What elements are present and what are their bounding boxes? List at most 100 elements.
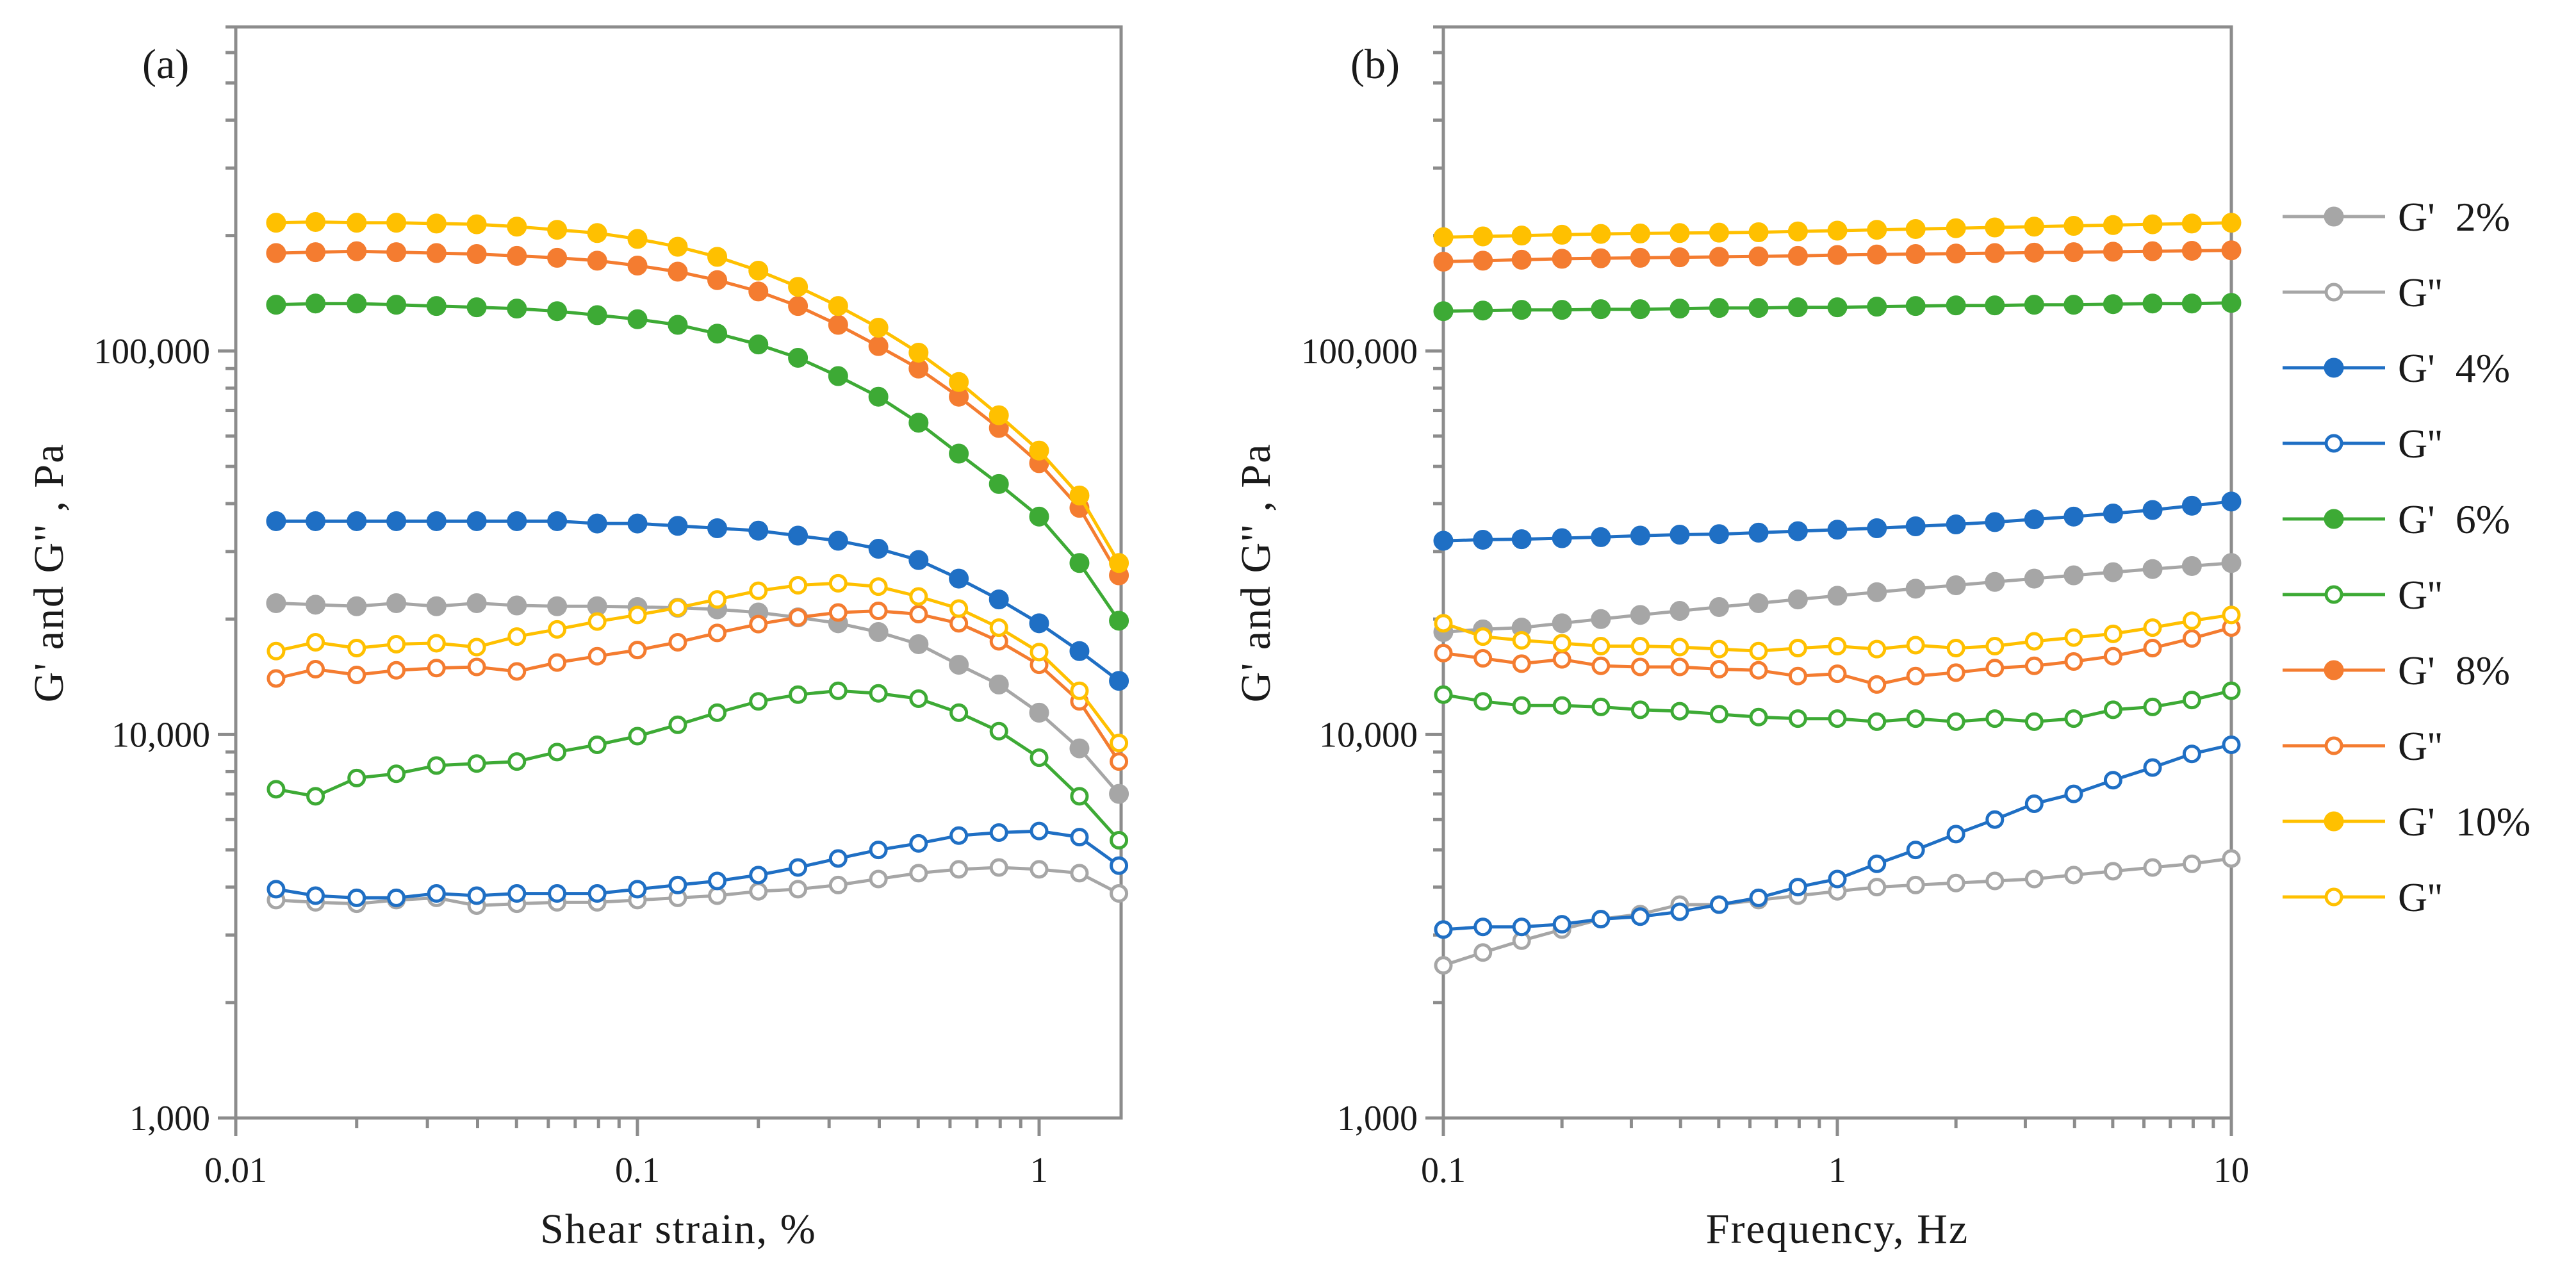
panel-a-x-tick-label: 0.01 bbox=[204, 1151, 267, 1190]
data-point bbox=[1867, 244, 1887, 265]
data-point bbox=[547, 301, 568, 322]
data-point bbox=[1433, 227, 1454, 247]
data-point bbox=[547, 220, 568, 240]
data-point bbox=[1985, 636, 2005, 655]
data-point bbox=[466, 297, 487, 318]
data-point bbox=[1110, 734, 1129, 753]
data-point bbox=[1669, 601, 1690, 621]
legend-entry-2-g-4pct: G' 4% bbox=[2283, 345, 2510, 391]
data-point bbox=[668, 261, 688, 282]
data-point bbox=[989, 405, 1009, 425]
data-point bbox=[788, 525, 808, 546]
data-point bbox=[909, 834, 928, 853]
data-point bbox=[2064, 628, 2083, 647]
data-point bbox=[547, 247, 568, 268]
data-point bbox=[708, 590, 727, 609]
data-point bbox=[347, 293, 367, 314]
data-point bbox=[2064, 652, 2083, 671]
data-point bbox=[989, 674, 1009, 694]
panel-a-y-axis-title: G' and G'' , Pa bbox=[26, 443, 72, 703]
legend-marker bbox=[2324, 736, 2343, 755]
data-point bbox=[1709, 660, 1728, 679]
data-point bbox=[347, 596, 367, 616]
data-point bbox=[467, 637, 486, 657]
legend-marker bbox=[2324, 434, 2343, 453]
legend-label: G'' bbox=[2398, 875, 2442, 920]
data-point bbox=[267, 780, 286, 799]
data-point bbox=[1630, 605, 1650, 625]
data-point bbox=[1749, 641, 1768, 661]
data-point bbox=[2024, 568, 2044, 589]
data-point bbox=[1788, 878, 1807, 897]
panel-a-x-tick-label: 1 bbox=[1030, 1151, 1048, 1190]
data-point bbox=[2103, 562, 2123, 582]
data-point bbox=[909, 605, 928, 624]
data-point bbox=[1669, 223, 1690, 243]
data-point bbox=[1906, 875, 1925, 894]
data-point bbox=[1670, 637, 1689, 657]
data-point bbox=[828, 573, 848, 593]
data-point bbox=[306, 660, 325, 679]
data-point bbox=[267, 669, 286, 688]
legend-marker bbox=[2324, 811, 2344, 832]
data-point bbox=[1511, 249, 1532, 270]
data-point bbox=[426, 243, 447, 263]
data-point bbox=[1985, 871, 2005, 891]
data-point bbox=[2103, 242, 2123, 262]
data-point bbox=[306, 242, 326, 263]
data-point bbox=[1434, 614, 1453, 633]
panel-b-x-axis: 0.1 1 10 bbox=[1421, 1118, 2249, 1190]
data-point bbox=[266, 213, 286, 233]
panel-b-x-axis-title: Frequency, Hz bbox=[1706, 1206, 1969, 1253]
data-point bbox=[1748, 298, 1769, 318]
data-point bbox=[949, 599, 969, 618]
data-point bbox=[267, 641, 286, 661]
data-point bbox=[1029, 613, 1049, 634]
data-point bbox=[2024, 712, 2044, 731]
data-point bbox=[949, 655, 969, 675]
data-point bbox=[1110, 856, 1129, 875]
legend-marker bbox=[2324, 283, 2343, 302]
data-point bbox=[1512, 630, 1531, 650]
data-point bbox=[1905, 218, 1926, 239]
data-point bbox=[1828, 869, 1847, 889]
data-point bbox=[587, 223, 607, 243]
data-point bbox=[426, 511, 447, 531]
data-point bbox=[2064, 709, 2083, 728]
data-point bbox=[1827, 586, 1848, 606]
data-point bbox=[2143, 758, 2162, 777]
data-point bbox=[1630, 223, 1650, 243]
legend-entry-4-g-6pct: G' 6% bbox=[2283, 497, 2510, 542]
data-point bbox=[1985, 217, 2005, 238]
data-point bbox=[1552, 696, 1571, 715]
legend-entry-3-gg2: G'' bbox=[2283, 421, 2442, 466]
data-point bbox=[1946, 575, 1966, 595]
data-point bbox=[2221, 213, 2242, 233]
data-point bbox=[426, 296, 447, 316]
data-point bbox=[466, 214, 487, 234]
data-point bbox=[1030, 643, 1049, 662]
data-point bbox=[2221, 293, 2242, 313]
data-point bbox=[1552, 528, 1572, 548]
data-point bbox=[386, 511, 407, 531]
data-point bbox=[2103, 646, 2122, 666]
data-point bbox=[1029, 702, 1049, 723]
panel-b-series-6-g-8pct bbox=[1433, 240, 2242, 272]
data-point bbox=[2142, 293, 2163, 314]
data-point bbox=[748, 520, 769, 541]
data-point bbox=[949, 372, 969, 392]
data-point bbox=[627, 309, 648, 329]
data-point bbox=[1748, 522, 1769, 543]
data-point bbox=[1709, 247, 1729, 267]
data-point bbox=[2143, 697, 2162, 716]
data-point bbox=[2182, 744, 2201, 764]
data-point bbox=[869, 602, 888, 621]
data-point bbox=[1906, 841, 1925, 860]
data-point bbox=[1709, 639, 1728, 659]
data-point bbox=[668, 315, 688, 335]
data-point bbox=[909, 689, 928, 709]
panel-b-label: (b) bbox=[1350, 41, 1400, 88]
data-point bbox=[2181, 213, 2202, 234]
panel-b-series-3-gg2 bbox=[1434, 736, 2241, 939]
